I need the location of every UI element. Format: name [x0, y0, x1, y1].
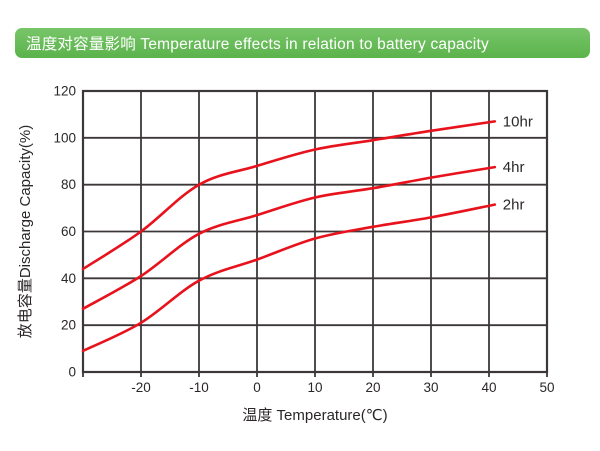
x-tick-label: 40: [481, 380, 496, 395]
y-axis-title: 放电容量Discharge Capacity(%): [17, 125, 34, 338]
x-tick-label: -20: [131, 380, 151, 395]
series-line-10hr: [81, 120, 497, 271]
series-line-4hr: [81, 165, 497, 311]
y-tick-label: 40: [61, 271, 76, 286]
series-label-2hr: 2hr: [503, 197, 525, 214]
series-label-4hr: 4hr: [503, 159, 525, 176]
x-tick-label: 20: [365, 380, 380, 395]
x-tick-label: 30: [423, 380, 438, 395]
header-bar: 温度对容量影响 Temperature effects in relation …: [15, 28, 590, 58]
series-label-10hr: 10hr: [503, 113, 533, 130]
temperature-capacity-chart: -20 -10 0 10 20 30 40 50 0 20 40 60 80 100 120 温度 Tempe…: [17, 84, 555, 425]
x-tick-label: -10: [189, 380, 209, 395]
y-tick-label: 80: [61, 177, 76, 192]
x-tick-label: 10: [307, 380, 322, 395]
x-axis-title: 温度 Temperature(℃): [242, 407, 387, 424]
x-tick-label: 50: [539, 380, 554, 395]
y-tick-label: 60: [61, 224, 76, 239]
y-tick-label: 20: [61, 318, 76, 333]
header-title: 温度对容量影响 Temperature effects in relation …: [26, 36, 489, 53]
x-tick-label: 0: [253, 380, 261, 395]
y-tick-label: 0: [68, 365, 76, 380]
series-line-2hr: [81, 203, 497, 353]
y-tick-label: 120: [53, 84, 76, 99]
y-tick-label: 100: [53, 130, 76, 145]
